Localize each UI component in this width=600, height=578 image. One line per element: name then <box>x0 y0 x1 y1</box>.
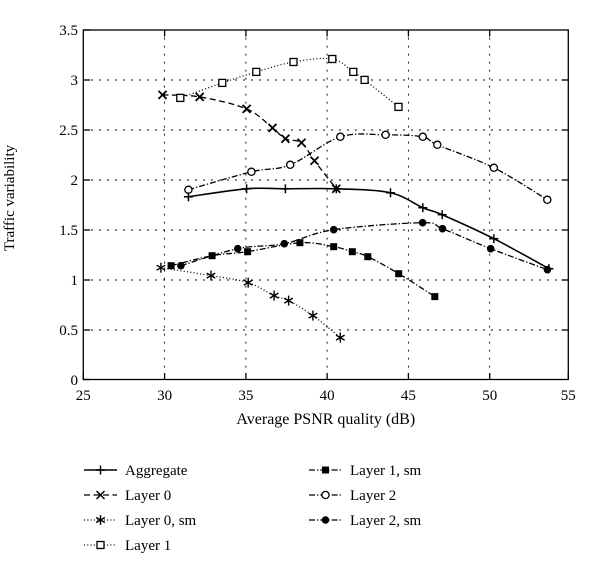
svg-text:Traffic variability: Traffic variability <box>2 144 18 251</box>
svg-text:Layer 2: Layer 2 <box>350 488 396 504</box>
svg-text:35: 35 <box>238 388 253 404</box>
svg-text:Layer 1, sm: Layer 1, sm <box>350 463 422 479</box>
svg-text:Average PSNR quality (dB): Average PSNR quality (dB) <box>236 411 415 428</box>
svg-text:0.5: 0.5 <box>59 323 78 339</box>
svg-text:2: 2 <box>71 173 79 189</box>
svg-text:Layer 2, sm: Layer 2, sm <box>350 513 422 529</box>
svg-text:30: 30 <box>157 388 172 404</box>
svg-text:25: 25 <box>76 388 91 404</box>
svg-text:50: 50 <box>482 388 497 404</box>
svg-text:3: 3 <box>71 73 79 89</box>
svg-text:55: 55 <box>561 388 576 404</box>
svg-text:Layer 0, sm: Layer 0, sm <box>125 513 197 529</box>
svg-text:2.5: 2.5 <box>59 123 78 139</box>
svg-text:45: 45 <box>401 388 416 404</box>
svg-text:Layer 1: Layer 1 <box>125 538 171 554</box>
svg-text:3.5: 3.5 <box>59 23 78 39</box>
svg-text:0: 0 <box>71 373 79 389</box>
svg-text:Layer 0: Layer 0 <box>125 488 171 504</box>
svg-text:40: 40 <box>320 388 335 404</box>
svg-text:1: 1 <box>71 273 79 289</box>
svg-text:1.5: 1.5 <box>59 223 78 239</box>
svg-text:Aggregate: Aggregate <box>125 463 188 479</box>
